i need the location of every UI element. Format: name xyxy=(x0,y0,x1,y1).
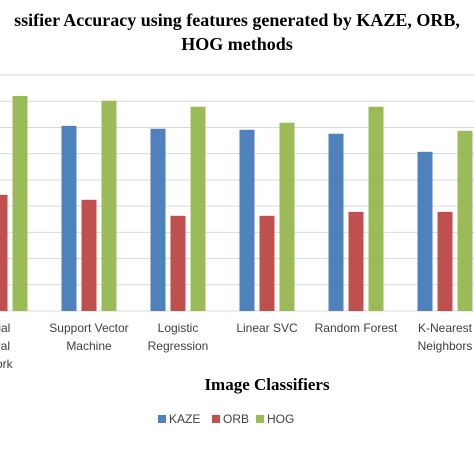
bar xyxy=(150,128,166,311)
legend-label: KAZE xyxy=(169,412,200,426)
legend-label: HOG xyxy=(267,412,294,426)
bar xyxy=(437,211,453,311)
x-tick-label: Support Vector xyxy=(49,321,128,335)
bar xyxy=(239,129,255,311)
bar xyxy=(61,125,77,311)
bar xyxy=(279,122,295,311)
x-tick-label: Machine xyxy=(66,339,112,353)
bar xyxy=(348,211,364,311)
x-tick-label: Random Forest xyxy=(315,321,398,335)
x-tick-label: Linear SVC xyxy=(236,321,298,335)
bar xyxy=(328,133,344,311)
bar xyxy=(81,199,97,311)
x-tick-label: K-Nearest xyxy=(418,321,473,335)
x-tick-label: Regression xyxy=(148,339,209,353)
x-tick-label: icial xyxy=(0,321,10,335)
legend-swatch xyxy=(256,415,264,423)
bar xyxy=(417,151,433,311)
bar xyxy=(457,130,473,311)
chart-title: HOG methods xyxy=(181,34,293,54)
x-tick-label: Neighbors xyxy=(418,339,473,353)
x-axis-label: Image Classifiers xyxy=(204,375,330,394)
x-tick-label: Logistic xyxy=(158,321,199,335)
bar xyxy=(190,106,206,312)
bar xyxy=(101,100,117,311)
chart-title: ssifier Accuracy using features generate… xyxy=(14,10,460,30)
bar xyxy=(368,106,384,312)
x-tick-label: ural xyxy=(0,339,10,353)
legend-swatch xyxy=(212,415,220,423)
legend-label: ORB xyxy=(223,412,249,426)
bar xyxy=(12,95,28,311)
x-tick-label: work xyxy=(0,357,14,371)
bar xyxy=(170,215,186,311)
bar xyxy=(0,194,8,311)
legend-swatch xyxy=(158,415,166,423)
bar xyxy=(259,215,275,311)
